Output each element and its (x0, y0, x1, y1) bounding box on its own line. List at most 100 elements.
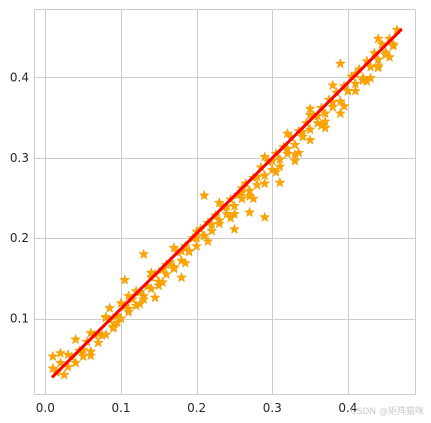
data-point-star (251, 179, 263, 190)
data-point-star (168, 262, 180, 274)
data-point-star (281, 127, 293, 139)
data-point-star (372, 61, 384, 73)
data-point-star (338, 100, 350, 111)
data-point-star (259, 211, 271, 222)
data-point-star (168, 242, 180, 253)
regression-line (51, 28, 403, 378)
data-point-star (319, 107, 331, 119)
data-point-star (138, 293, 150, 304)
x-tick-label: 0.1 (111, 401, 130, 415)
data-point-star (247, 193, 259, 204)
data-point-star (183, 246, 195, 257)
data-point-star (54, 357, 66, 368)
data-point-star (134, 298, 146, 309)
data-point-star (334, 57, 346, 69)
data-point-star (70, 333, 82, 345)
data-point-star (206, 225, 218, 236)
plot-area (34, 9, 416, 395)
data-point-star (111, 316, 123, 328)
data-point-star (104, 302, 116, 313)
data-point-star (304, 134, 316, 145)
data-point-star (228, 223, 240, 235)
data-point-star (47, 362, 59, 374)
data-point-star (327, 79, 339, 91)
data-point-star (70, 357, 82, 368)
grid-lines (34, 9, 416, 395)
data-point-star (259, 151, 271, 162)
y-tick-labels: 0.1 0.2 0.3 0.4 (10, 70, 29, 325)
data-point-star (266, 155, 278, 166)
x-tick-label: 0.0 (36, 401, 55, 415)
data-point-star (123, 306, 135, 317)
data-point-star (85, 349, 97, 361)
y-tick-label: 0.2 (10, 231, 29, 245)
data-point-star (145, 283, 157, 294)
data-point-star (115, 297, 127, 308)
data-point-star (179, 257, 191, 268)
data-point-star (47, 350, 59, 362)
y-tick-label: 0.4 (10, 70, 29, 84)
data-point-star (270, 166, 282, 177)
data-point-star (123, 290, 135, 301)
data-point-star (191, 240, 203, 251)
fit-lines (51, 28, 403, 378)
x-tick-label: 0.3 (263, 401, 282, 415)
data-point-star (198, 229, 210, 241)
data-point-star (145, 266, 157, 278)
data-point-star (202, 235, 214, 247)
data-point-star (304, 123, 316, 135)
data-point-star (213, 197, 225, 208)
data-point-star (274, 176, 286, 188)
data-point-star (119, 274, 131, 285)
data-point-star (107, 322, 119, 333)
data-point-star (274, 160, 286, 172)
data-point-star (387, 40, 399, 51)
data-point-star (327, 101, 339, 112)
data-point-star (293, 147, 305, 158)
data-point-star (372, 32, 384, 44)
x-tick-label: 0.4 (338, 401, 357, 415)
data-point-star (176, 271, 187, 283)
data-point-star (361, 75, 373, 87)
data-point-star (100, 311, 112, 322)
data-point-star (58, 369, 70, 380)
data-point-star (225, 212, 237, 223)
data-point-star (384, 51, 396, 62)
data-point-star (236, 193, 248, 204)
data-point-star (297, 131, 309, 142)
data-point-star (149, 291, 161, 303)
data-point-star (228, 200, 240, 211)
y-tick-label: 0.1 (10, 312, 29, 326)
data-point-star (54, 347, 66, 358)
data-point-star (157, 276, 169, 288)
x-tick-labels: 0.0 0.1 0.2 0.3 0.4 (36, 401, 358, 415)
data-point-star (138, 248, 150, 259)
data-point-star (160, 268, 172, 280)
data-point-star (304, 109, 316, 120)
data-point-star (213, 217, 225, 229)
data-point-star (62, 349, 74, 360)
data-point-star (334, 95, 346, 107)
data-point-star (259, 177, 271, 189)
data-point-star (376, 38, 388, 50)
data-point-star (281, 147, 293, 159)
data-point-star (319, 122, 331, 133)
data-point-star (92, 336, 104, 348)
data-point-star (85, 327, 97, 338)
data-point-star (289, 155, 301, 166)
data-point-star (349, 85, 361, 96)
scatter-points (47, 24, 403, 380)
data-point-star (289, 139, 301, 150)
data-point-star (123, 303, 135, 314)
data-point-star (334, 107, 346, 119)
plot-frame (34, 9, 416, 395)
data-point-star (259, 169, 271, 181)
data-point-star (244, 206, 256, 218)
x-tick-label: 0.2 (187, 401, 206, 415)
data-point-star (198, 189, 210, 201)
data-point-star (176, 245, 187, 256)
data-point-star (304, 102, 316, 114)
watermark: CSDN @矩阵猫咪 (350, 405, 424, 417)
y-tick-label: 0.3 (10, 151, 29, 165)
